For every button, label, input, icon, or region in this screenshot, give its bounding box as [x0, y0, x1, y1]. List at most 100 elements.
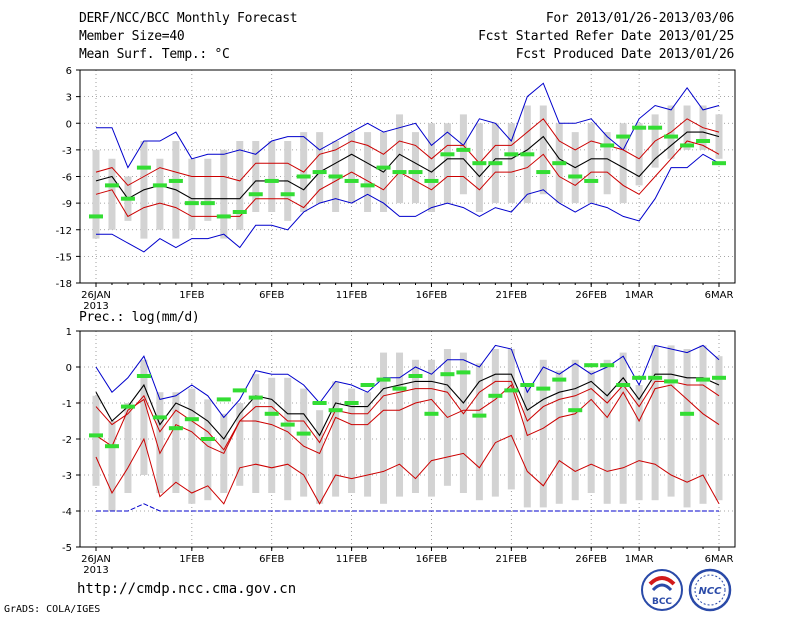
temp-observed-11	[264, 178, 279, 183]
temp-observed-13	[296, 174, 311, 179]
temp-box-31	[587, 123, 595, 204]
prec-box-3	[140, 359, 148, 475]
prec-p25-line	[95, 380, 720, 451]
prec-mean-line	[95, 373, 720, 440]
prec-observed-20	[408, 374, 423, 378]
prec-box-19	[396, 352, 404, 497]
prec-observed-15	[328, 408, 343, 413]
temp-observed-4	[152, 183, 167, 188]
prec-box-24	[475, 363, 483, 501]
prec-observed-21	[424, 411, 439, 416]
temp-x-tick-label: 11FEB	[336, 290, 368, 301]
temp-observed-28	[536, 170, 551, 175]
prec-x-year-label: 2013	[83, 565, 108, 576]
temp-box-4	[156, 158, 164, 230]
prec-observed-18	[376, 377, 391, 382]
temp-observed-6	[184, 201, 199, 206]
prec-observed-39	[712, 375, 726, 380]
temp-observed-0	[89, 214, 103, 219]
temp-y-tick-label: -15	[56, 252, 72, 263]
temp-box-24	[475, 123, 483, 212]
temp-observed-24	[472, 161, 487, 166]
temp-observed-20	[408, 170, 423, 175]
temp-y-axis: 6 3 0 -3 -6 -9 -12 -15 -18	[56, 66, 80, 290]
prec-y-tick-label: -5	[62, 543, 72, 554]
prec-observed-35	[648, 375, 663, 380]
prec-box-4	[156, 392, 164, 493]
prec-boxes	[92, 345, 723, 511]
temp-observed-35	[648, 125, 663, 130]
prec-box-15	[332, 381, 340, 497]
prec-observed-33	[616, 383, 631, 387]
temp-box-22	[443, 123, 451, 204]
prec-observed-19	[392, 386, 407, 391]
prec-box-33	[619, 352, 627, 504]
prec-box-31	[587, 370, 595, 493]
temp-box-14	[316, 132, 324, 204]
bcc-logo-text: BCC	[652, 597, 672, 607]
temp-box-6	[188, 158, 196, 230]
temp-observed-8	[216, 214, 231, 219]
prec-box-28	[539, 359, 547, 508]
prec-observed-13	[296, 431, 311, 436]
prec-x-tick-label: 26FEB	[575, 554, 607, 565]
temp-observed-25	[488, 161, 503, 166]
prec-observed-2	[120, 404, 135, 409]
prec-box-23	[459, 352, 467, 493]
temp-y-tick-label: -9	[62, 199, 72, 210]
temp-box-32	[603, 132, 611, 195]
temp-box-33	[619, 123, 627, 204]
prec-box-29	[555, 370, 563, 504]
prec-y-tick-label: 0	[66, 363, 72, 374]
temp-box-34	[635, 123, 643, 186]
prec-observed-8	[216, 397, 231, 402]
bcc-logo-icon: BCC	[641, 569, 683, 611]
prec-box-1	[108, 421, 116, 511]
temp-x-tick-label: 21FEB	[496, 290, 528, 301]
temp-box-7	[204, 158, 212, 221]
temperature-variable-label: Mean Surf. Temp.: °C	[79, 47, 230, 62]
temp-observed-16	[344, 178, 359, 183]
temp-mean-line	[95, 131, 720, 200]
temp-observed-31	[584, 178, 599, 183]
prec-x-tick-label: 6MAR	[705, 554, 734, 565]
temp-y-tick-label: 0	[66, 119, 72, 130]
temp-box-16	[348, 132, 356, 204]
prec-y-axis: 1 0 -1 -2 -3 -4 -5	[62, 327, 80, 554]
prec-box-35	[651, 345, 659, 501]
prec-observed-6	[184, 417, 199, 422]
temp-y-tick-label: -3	[62, 146, 72, 157]
temp-box-1	[108, 158, 116, 230]
prec-observed-34	[632, 375, 647, 380]
temp-observed-30	[568, 174, 583, 179]
temp-x-tick-label: 16FEB	[416, 290, 448, 301]
temp-observed-2	[120, 196, 135, 201]
prec-observed-37	[680, 411, 695, 416]
prec-min-line	[96, 503, 719, 512]
prec-observed-36	[664, 379, 679, 384]
temp-observed-12	[280, 192, 295, 197]
prec-box-7	[204, 399, 212, 501]
prec-y-tick-label: -2	[62, 435, 72, 446]
prec-observed-11	[264, 411, 279, 416]
temp-observed-9	[232, 210, 247, 214]
temp-x-tick-label: 26JAN	[81, 290, 111, 301]
temp-observed-1	[104, 183, 119, 188]
prec-observed-27	[520, 383, 535, 387]
prec-y-tick-label: 1	[66, 327, 72, 338]
prec-observed-17	[360, 383, 375, 387]
prec-observed-29	[552, 377, 567, 382]
prec-observed-0	[89, 433, 103, 438]
temp-box-28	[539, 105, 547, 195]
prec-observed-10	[248, 395, 263, 400]
prec-box-27	[523, 385, 531, 508]
temp-observed-21	[424, 178, 439, 183]
prec-observed-9	[232, 388, 247, 393]
prec-box-32	[603, 359, 611, 504]
temp-x-tick-label: 6FEB	[259, 290, 284, 301]
temp-observed-10	[248, 192, 263, 197]
prec-observed-14	[312, 401, 327, 405]
prec-observed-5	[168, 426, 183, 431]
prec-p50-line	[95, 384, 720, 455]
temp-observed-7	[200, 201, 215, 206]
